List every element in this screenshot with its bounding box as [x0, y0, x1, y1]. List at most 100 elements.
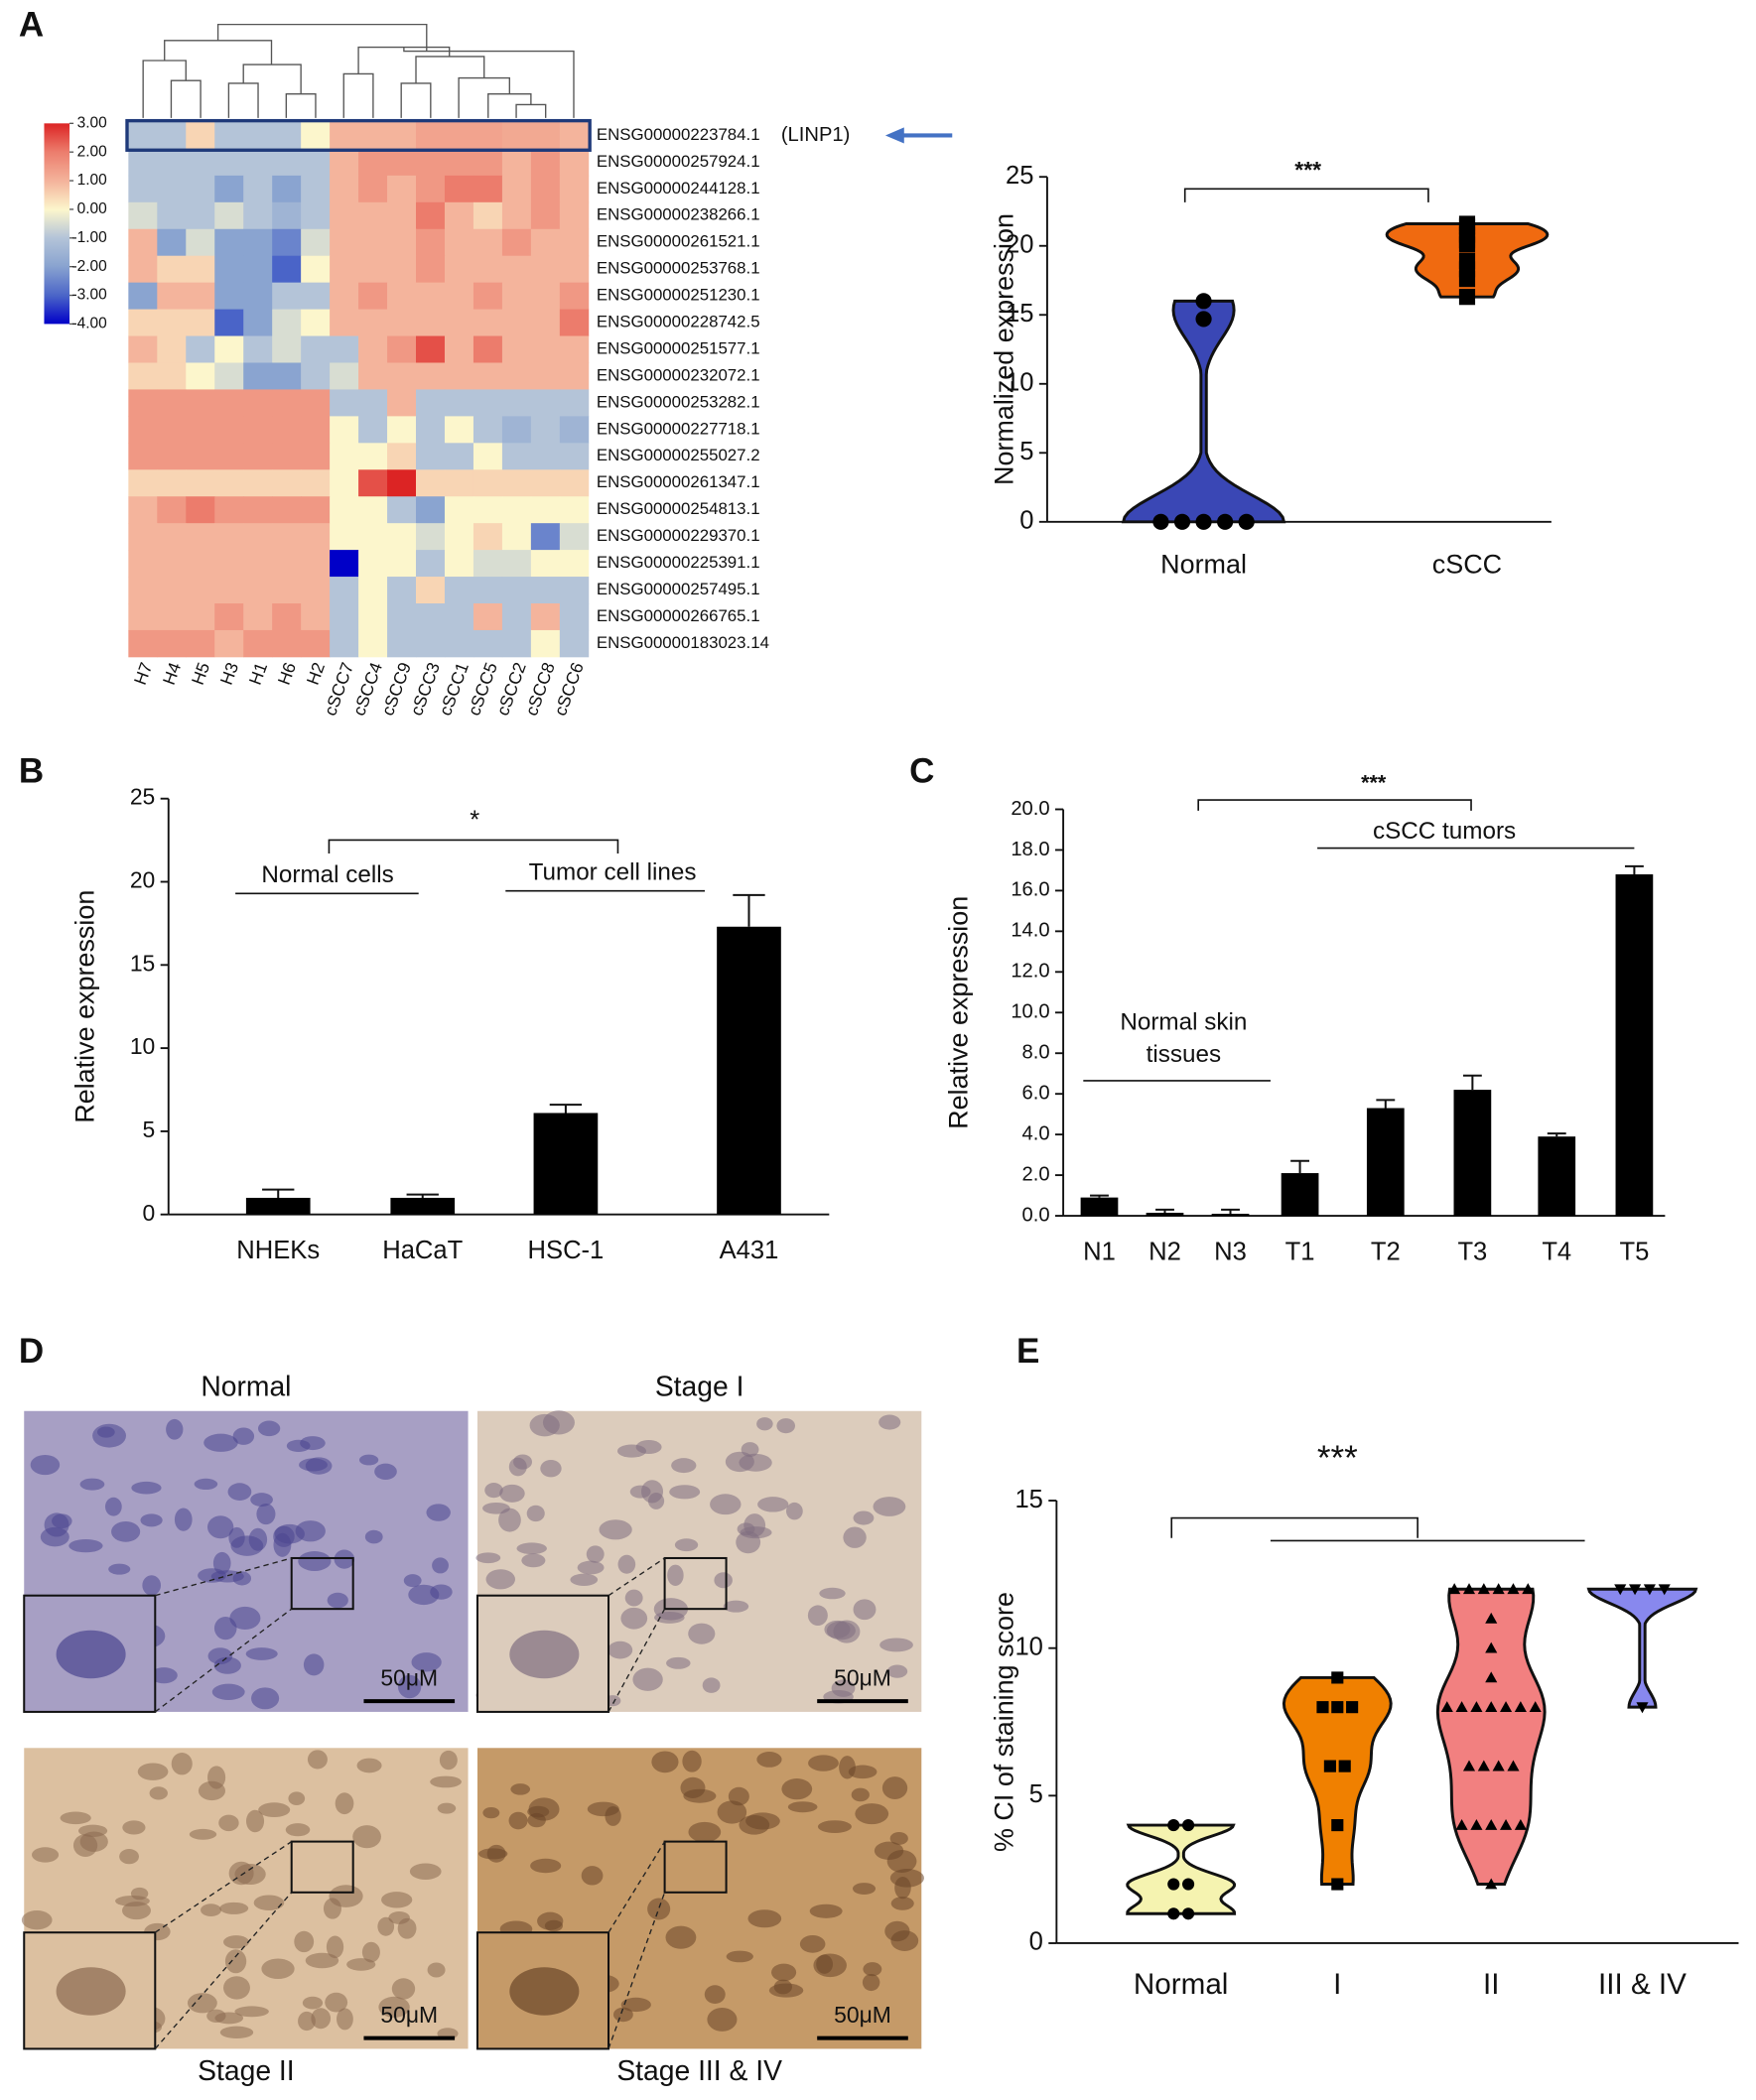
nucleus — [831, 1679, 856, 1697]
heatmap-cell — [416, 309, 446, 336]
nucleus — [739, 1453, 772, 1472]
heatmap-cell — [444, 523, 474, 551]
heatmap-cell — [530, 335, 561, 363]
heatmap-cell — [157, 416, 187, 444]
nucleus — [346, 1958, 376, 1971]
point — [1499, 1819, 1513, 1830]
point — [1485, 1878, 1498, 1890]
point — [1485, 1819, 1498, 1830]
panel-label: C — [909, 751, 934, 790]
nucleus — [853, 1510, 875, 1525]
y-tick-label: 12.0 — [1011, 961, 1049, 983]
nucleus — [68, 1538, 103, 1553]
heatmap-cell — [272, 550, 302, 578]
point — [1492, 1760, 1505, 1772]
point — [1346, 1701, 1359, 1714]
heatmap-cell — [387, 255, 417, 284]
heatmap-cell — [416, 416, 446, 444]
heatmap-cell — [330, 550, 359, 578]
heatmap-cell — [128, 629, 158, 658]
error-bar — [1376, 1099, 1396, 1109]
heatmap-cell — [358, 496, 388, 524]
nucleus — [808, 1755, 839, 1772]
dendrogram — [142, 23, 575, 118]
y-tick-label: 14.0 — [1011, 920, 1049, 942]
nucleus — [499, 1484, 525, 1503]
heatmap-cell — [473, 228, 503, 257]
nucleus — [245, 1809, 265, 1833]
heatmap-cell — [243, 469, 273, 497]
nucleus — [223, 1935, 249, 1949]
heatmap-cell — [157, 443, 187, 470]
nucleus — [612, 2007, 633, 2023]
nucleus — [131, 1481, 162, 1495]
heatmap-cell — [530, 148, 561, 177]
nucleus — [586, 1545, 605, 1563]
heatmap-cell — [186, 175, 215, 203]
nucleus — [437, 1802, 457, 1814]
heatmap-cell — [358, 603, 388, 631]
significance: *** — [1317, 1439, 1358, 1478]
heatmap-cell — [330, 603, 359, 631]
nucleus — [740, 1526, 772, 1539]
nucleus — [111, 1521, 141, 1542]
nucleus — [862, 1974, 880, 1992]
row-label: ENSG00000255027.2 — [597, 446, 760, 464]
violin — [1121, 299, 1286, 524]
row-label: ENSG00000238266.1 — [597, 205, 760, 224]
heatmap-cell — [214, 255, 244, 284]
colorbar-tick-label: -3.00 — [71, 287, 106, 304]
point — [1331, 1819, 1344, 1832]
nucleus — [189, 1828, 217, 1840]
heatmap-cell — [444, 443, 474, 470]
heatmap-cell — [186, 603, 215, 631]
heatmap-cell — [243, 121, 273, 150]
column-label: H5 — [188, 660, 213, 688]
nucleus — [851, 1787, 870, 1802]
heatmap-cell — [214, 121, 244, 150]
point — [1167, 1878, 1180, 1891]
point — [1522, 1583, 1535, 1595]
point — [1485, 1701, 1498, 1713]
nucleus — [325, 1992, 348, 2013]
point — [1195, 513, 1212, 530]
point — [1477, 1583, 1490, 1595]
heatmap-cell — [243, 309, 273, 336]
heatmap-cell — [157, 335, 187, 363]
point — [1331, 1878, 1344, 1891]
nucleus — [305, 1952, 339, 1969]
nucleus — [174, 1508, 193, 1531]
heatmap-cell — [358, 523, 388, 551]
heatmap-cell — [387, 201, 417, 230]
heatmap-cell — [501, 148, 532, 177]
heatmap-cell — [387, 577, 417, 604]
heatmap-cell — [301, 228, 331, 257]
nucleus — [104, 1497, 122, 1516]
heatmap-cell — [530, 228, 561, 257]
nucleus — [894, 1877, 911, 1900]
heatmap-cell — [444, 309, 474, 336]
nucleus — [624, 1589, 643, 1607]
heatmap-cell — [559, 309, 590, 336]
bar — [390, 1197, 456, 1215]
heatmap-cell — [301, 469, 331, 497]
nucleus — [430, 1584, 453, 1600]
x-tick-label: T3 — [1457, 1239, 1487, 1266]
heatmap-cell — [416, 603, 446, 631]
x-tick-label: A431 — [720, 1237, 779, 1264]
y-tick-label: 0 — [1019, 507, 1033, 535]
point — [1182, 1878, 1195, 1891]
point — [1514, 1819, 1527, 1830]
point — [1182, 1819, 1195, 1832]
heatmap-cell — [157, 175, 187, 203]
bar — [245, 1197, 311, 1215]
point — [1499, 1701, 1513, 1713]
column-label: H1 — [245, 660, 271, 688]
error-bar — [1462, 1074, 1482, 1091]
x-tick-label: N2 — [1148, 1239, 1181, 1266]
nucleus — [540, 1460, 562, 1478]
nucleus — [475, 1552, 501, 1564]
nucleus — [21, 1910, 53, 1930]
nucleus — [207, 1766, 226, 1789]
